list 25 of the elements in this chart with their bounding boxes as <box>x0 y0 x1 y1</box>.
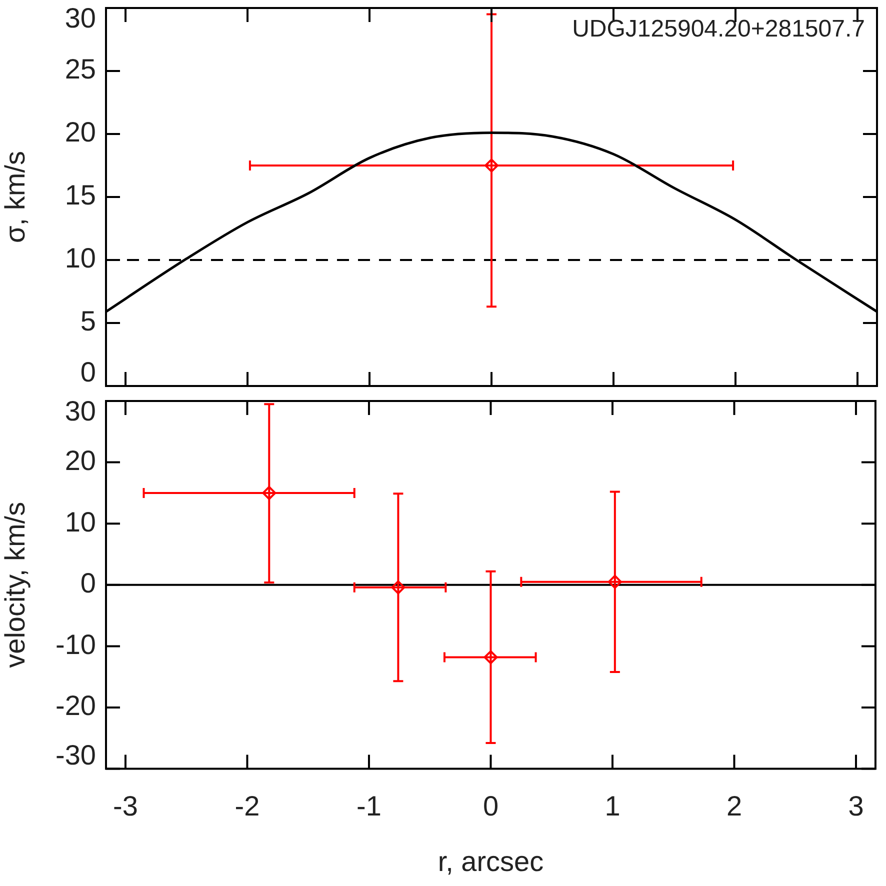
y-tick-label: 20 <box>64 116 96 148</box>
x-tick-label: 0 <box>482 790 499 822</box>
x-tick-label: 2 <box>726 790 742 822</box>
x-tick-label: -1 <box>356 790 382 822</box>
annotation: UDGJ125904.20+281507.7 <box>572 16 865 43</box>
x-tick-label: 3 <box>848 790 864 822</box>
y-tick-label: -10 <box>56 628 96 660</box>
y-tick-label: -20 <box>56 690 96 722</box>
y-tick-label: 30 <box>64 396 96 427</box>
x-tick-label: -2 <box>234 790 260 822</box>
x-tick-label: -3 <box>113 790 138 822</box>
y-tick-label: 20 <box>64 445 96 476</box>
y-tick-label: 5 <box>80 306 96 337</box>
y-tick-label: 0 <box>80 356 96 388</box>
y-axis-title: σ, km/s <box>0 151 31 243</box>
y-axis-title: velocity, km/s <box>0 502 31 668</box>
y-tick-label: 25 <box>64 54 96 85</box>
y-tick-label: 10 <box>64 242 96 274</box>
y-tick-label: 0 <box>80 568 96 599</box>
y-tick-label: -30 <box>56 740 96 771</box>
y-tick-label: 10 <box>64 506 96 538</box>
y-tick-label: 30 <box>64 2 96 34</box>
x-axis-title: r, arcsec <box>438 846 544 877</box>
y-tick-label: 15 <box>64 180 96 211</box>
x-tick-label: 1 <box>604 790 620 822</box>
